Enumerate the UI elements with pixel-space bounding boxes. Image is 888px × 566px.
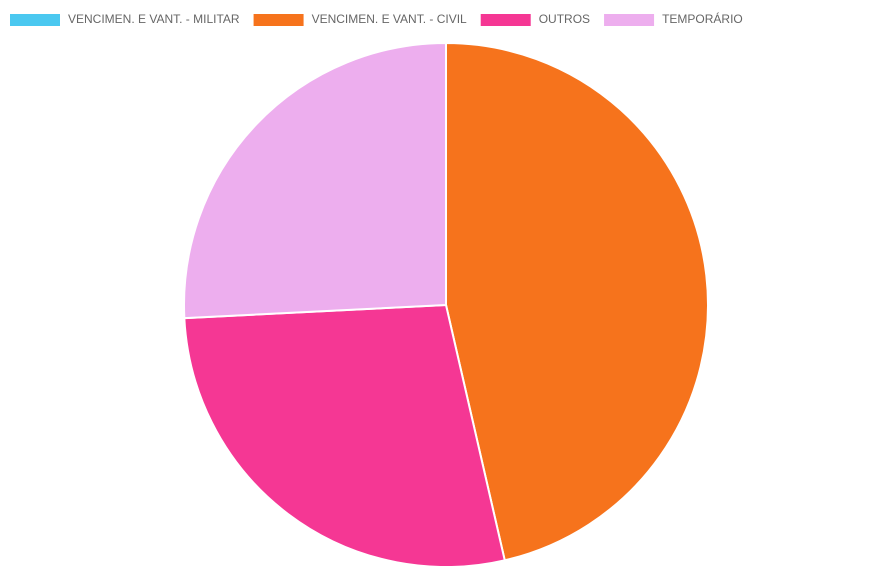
legend-label: VENCIMEN. E VANT. - MILITAR xyxy=(68,12,240,26)
pie-slice xyxy=(445,41,709,562)
legend-swatch xyxy=(10,14,60,26)
legend-swatch xyxy=(604,14,655,26)
pie-slice xyxy=(183,303,506,566)
legend-swatch xyxy=(253,14,304,26)
legend-swatch xyxy=(480,14,531,26)
pie-slice xyxy=(183,41,447,320)
legend-label: TEMPORÁRIO xyxy=(662,11,743,26)
legend-label: VENCIMEN. E VANT. - CIVIL xyxy=(312,12,467,26)
legend-label: OUTROS xyxy=(539,12,590,26)
